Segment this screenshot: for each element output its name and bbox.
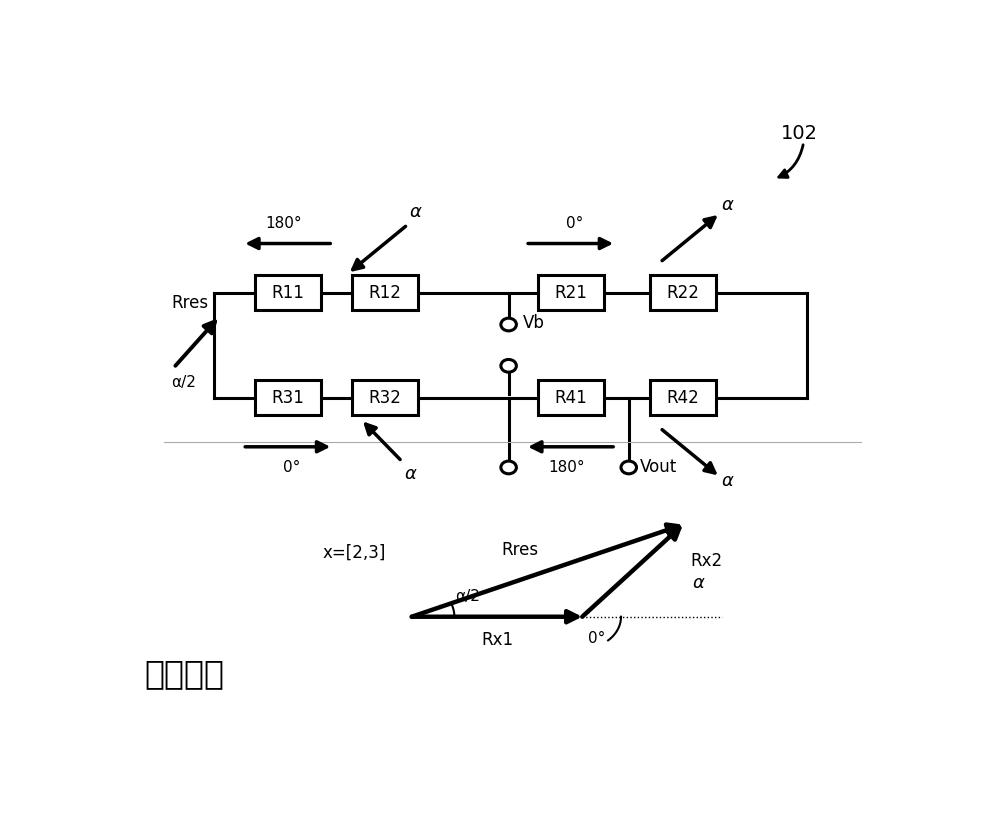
Text: 180°: 180° [266, 216, 302, 231]
Circle shape [501, 318, 516, 331]
Text: R42: R42 [667, 389, 699, 407]
Text: 102: 102 [781, 125, 818, 144]
Bar [255, 276, 321, 310]
Text: 0°: 0° [283, 460, 300, 474]
Text: R21: R21 [554, 284, 587, 302]
Circle shape [621, 461, 637, 474]
Text: α/2: α/2 [171, 375, 196, 390]
Bar [650, 380, 716, 415]
Text: R22: R22 [667, 284, 699, 302]
Text: Rx2: Rx2 [691, 552, 723, 570]
Bar [352, 276, 418, 310]
Bar [352, 380, 418, 415]
Text: 0°: 0° [566, 216, 583, 231]
Text: R32: R32 [368, 389, 401, 407]
Text: Rres: Rres [172, 294, 209, 312]
Text: α: α [722, 196, 734, 214]
Bar [538, 380, 604, 415]
Bar [255, 380, 321, 415]
Text: α/2: α/2 [455, 589, 480, 604]
Text: R11: R11 [271, 284, 304, 302]
Text: Rres: Rres [502, 541, 539, 559]
Text: Vout: Vout [640, 459, 678, 477]
Text: Vb: Vb [523, 314, 544, 332]
Text: 0°: 0° [588, 630, 606, 646]
Text: α: α [404, 464, 416, 483]
Text: R41: R41 [554, 389, 587, 407]
Circle shape [501, 360, 516, 372]
Bar [538, 276, 604, 310]
Text: α: α [409, 203, 421, 221]
Text: α: α [722, 472, 734, 490]
Text: Rx1: Rx1 [481, 630, 513, 648]
Bar [650, 276, 716, 310]
Text: R31: R31 [271, 389, 304, 407]
Text: 180°: 180° [548, 460, 585, 474]
Text: R12: R12 [368, 284, 401, 302]
Text: α: α [692, 574, 704, 592]
Circle shape [501, 461, 516, 474]
Text: x=[2,3]: x=[2,3] [323, 544, 386, 562]
Text: 现有技术: 现有技术 [144, 658, 224, 691]
